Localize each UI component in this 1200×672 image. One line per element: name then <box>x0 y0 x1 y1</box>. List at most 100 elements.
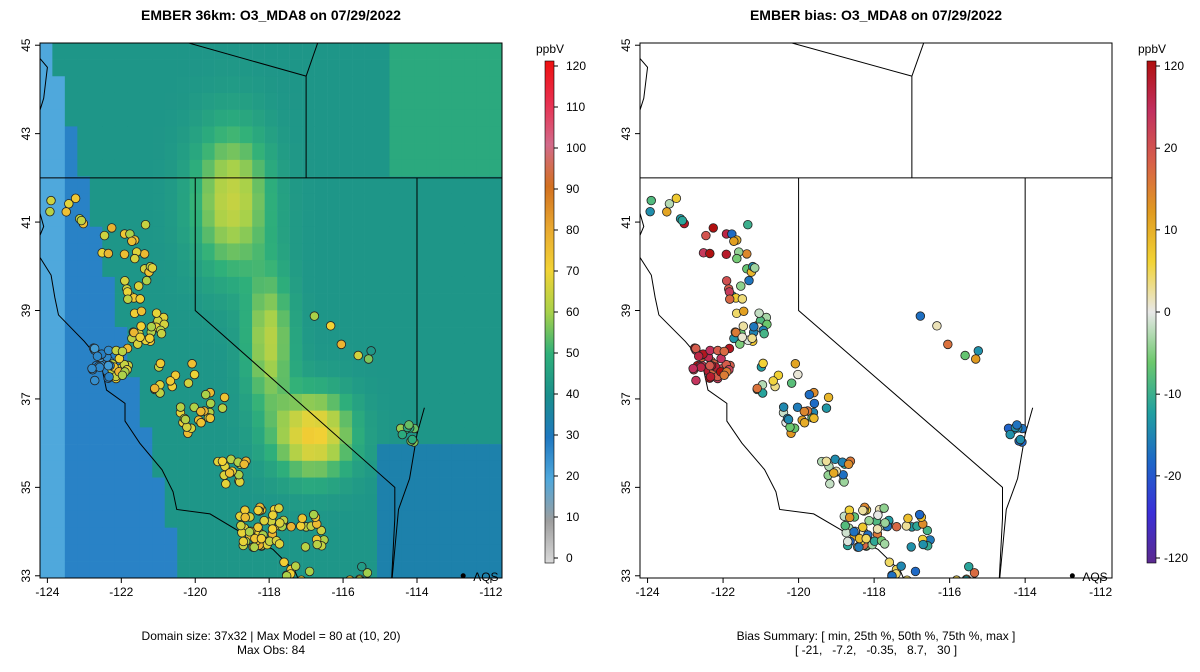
left-grid-cell <box>439 126 453 144</box>
right-station-point <box>918 539 928 550</box>
right-station-point <box>952 575 961 578</box>
left-grid-cell <box>389 159 403 177</box>
left-grid-cell <box>264 393 278 411</box>
left-grid-cell <box>364 427 378 445</box>
left-grid-cell <box>202 527 215 545</box>
left-grid-cell <box>327 109 340 127</box>
left-grid-cell <box>239 393 253 411</box>
left-grid-cell <box>77 460 91 478</box>
left-grid-cell <box>164 92 178 111</box>
left-grid-cell <box>314 460 328 478</box>
left-grid-cell <box>364 393 378 411</box>
left-grid-cell <box>389 193 403 211</box>
left-grid-cell <box>52 59 66 77</box>
left-grid-cell <box>227 410 240 428</box>
left-grid-cell <box>352 444 365 462</box>
left-station-point <box>345 575 355 578</box>
left-grid-cell <box>77 477 91 495</box>
left-grid-cell <box>439 109 453 127</box>
left-grid-cell <box>364 444 378 462</box>
left-grid-cell <box>451 444 465 462</box>
left-grid-cell <box>439 226 453 244</box>
left-x-tick-label: -114 <box>405 585 428 599</box>
left-grid-cell <box>339 193 353 211</box>
left-grid-cell <box>489 427 502 445</box>
left-grid-cell <box>114 260 128 278</box>
left-grid-cell <box>289 210 303 228</box>
left-grid-cell <box>177 59 190 77</box>
left-grid-cell <box>489 276 502 294</box>
left-grid-cell <box>40 226 53 244</box>
left-grid-cell <box>139 343 153 361</box>
left-grid-cell <box>139 527 153 545</box>
left-grid-cell <box>177 159 190 177</box>
left-grid-cell <box>252 226 265 244</box>
left-grid-cell <box>77 444 91 462</box>
left-grid-cell <box>302 143 315 161</box>
left-y-tick-label: 41 <box>19 215 33 229</box>
left-concentration-map: -124 -122 -120 -118 -116 -114 -112 33 35 37 39 41 43… <box>19 38 586 599</box>
left-station-point <box>201 389 211 400</box>
right-station-point <box>854 542 864 552</box>
left-grid-cell <box>476 143 490 161</box>
left-station-point <box>312 539 322 550</box>
left-grid-cell <box>252 410 265 428</box>
left-grid-cell <box>377 343 390 361</box>
left-grid-cell <box>102 76 116 94</box>
left-grid-cell <box>377 226 390 244</box>
left-grid-cell <box>377 360 390 378</box>
right-colorbar-tick-label: -120 <box>1164 551 1188 565</box>
left-grid-cell <box>389 176 403 194</box>
right-station-point <box>725 294 735 304</box>
left-grid-cell <box>214 544 228 562</box>
left-grid-cell <box>164 460 178 478</box>
left-grid-cell <box>264 360 278 378</box>
left-grid-cell <box>202 159 215 177</box>
right-y-tick-label: 35 <box>619 480 633 494</box>
left-grid-cell <box>389 126 403 144</box>
left-grid-cell <box>77 226 91 244</box>
left-colorbar-tick-label: 110 <box>566 100 585 114</box>
left-grid-cell <box>339 360 353 378</box>
left-grid-cell <box>489 109 502 127</box>
left-grid-cell <box>239 193 253 211</box>
left-grid-cell <box>277 293 290 311</box>
left-grid-cell <box>339 126 353 144</box>
left-grid-cell <box>439 343 453 361</box>
left-grid-cell <box>189 143 203 161</box>
left-grid-cell <box>414 226 428 244</box>
right-x-tick-label: -118 <box>863 585 886 599</box>
left-grid-cell <box>389 360 403 378</box>
left-grid-cell <box>464 293 478 311</box>
left-grid-cell <box>152 343 165 361</box>
left-aqs-marker <box>460 573 466 579</box>
left-station-point <box>357 561 367 572</box>
left-grid-cell <box>377 293 390 311</box>
left-grid-cell <box>89 510 103 529</box>
left-grid-cell <box>64 561 78 578</box>
left-grid-cell <box>64 293 78 311</box>
left-grid-cell <box>102 176 116 194</box>
left-grid-cell <box>327 59 340 77</box>
left-grid-cell <box>252 260 265 278</box>
right-station-point <box>721 276 732 286</box>
right-station-point <box>736 281 746 291</box>
left-grid-cell <box>289 360 303 378</box>
left-grid-cell <box>189 293 203 311</box>
left-grid-cell <box>476 260 490 278</box>
left-grid-cell <box>389 460 403 478</box>
left-grid-cell <box>189 159 203 177</box>
right-panel-title: EMBER bias: O3_MDA8 on 07/29/2022 <box>749 7 1003 23</box>
left-grid-cell <box>401 327 415 345</box>
left-grid-cell <box>214 109 228 127</box>
left-grid-cell <box>277 159 290 177</box>
left-grid-cell <box>476 159 490 177</box>
left-grid-cell <box>164 159 178 177</box>
left-grid-cell <box>202 193 215 211</box>
left-grid-cell <box>302 327 315 345</box>
left-grid-cell <box>314 561 328 578</box>
left-grid-cell <box>214 76 228 94</box>
left-grid-cell <box>127 59 141 77</box>
left-grid-cell <box>476 477 490 495</box>
right-station-point <box>1005 429 1015 440</box>
